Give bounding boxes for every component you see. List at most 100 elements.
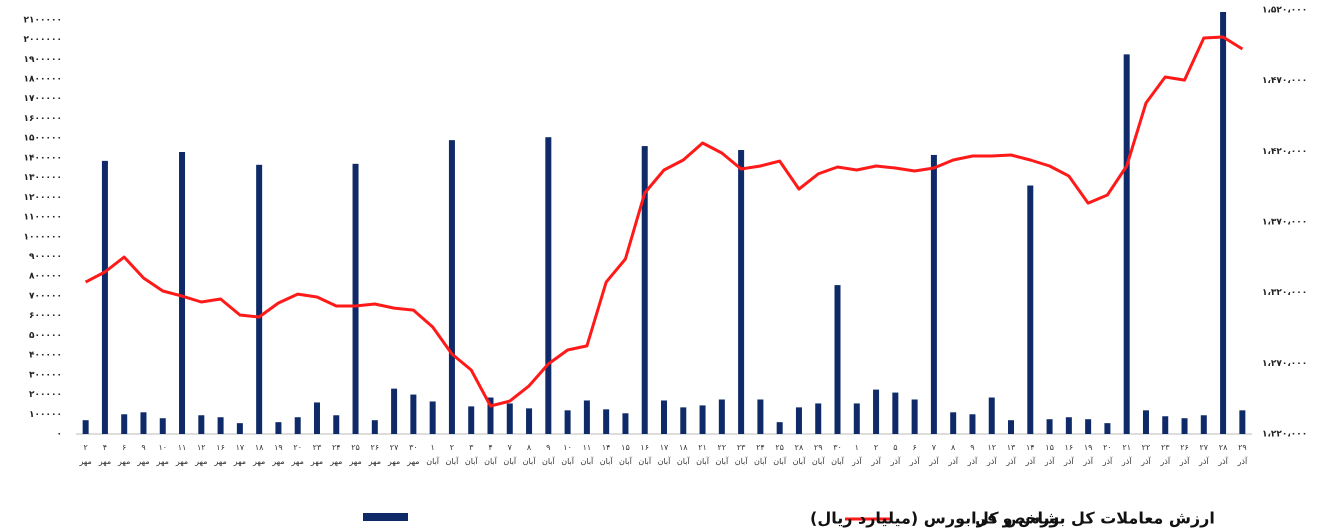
- bar: [911, 399, 918, 434]
- bar: [121, 414, 128, 434]
- x-tick-label: ۲۹ آبان: [812, 443, 826, 466]
- bar: [256, 164, 263, 434]
- bar: [873, 389, 880, 434]
- x-tick-label: ۶ آذر: [909, 443, 920, 466]
- x-tick-label: ۳ آبان: [465, 443, 479, 466]
- x-tick-label: ۱۲ آذر: [986, 443, 997, 466]
- x-tick-label: ۲۲ آبان: [715, 443, 729, 466]
- bar: [718, 399, 725, 434]
- y-tick-label: ۱۶۰۰۰۰۰: [24, 114, 62, 124]
- bar: [429, 401, 436, 434]
- x-tick-label: ۴ آبان: [484, 443, 498, 466]
- x-tick-label: ۱۶ آبان: [638, 443, 652, 466]
- x-tick-label: ۱۶ آذر: [1063, 443, 1074, 466]
- bar: [410, 394, 417, 434]
- bar: [371, 420, 378, 434]
- x-tick-label: ۷ آذر: [928, 443, 939, 466]
- bar: [661, 400, 667, 434]
- x-tick-label: ۱۸ مهر: [252, 443, 265, 466]
- x-tick-label: ۲۵ مهر: [348, 443, 361, 466]
- bar: [950, 412, 957, 434]
- x-tick-label: ۲۸ آبان: [793, 443, 807, 466]
- x-tick-label: ۱۰ مهر: [156, 443, 169, 466]
- y-tick-label: ۶۰۰۰۰۰: [29, 311, 62, 321]
- x-tick-label: ۲۷ آذر: [1198, 443, 1209, 466]
- bar: [853, 403, 860, 434]
- bar: [1123, 54, 1130, 434]
- y-tick-label: ۱۰۰۰۰۰: [29, 410, 62, 420]
- bar: [236, 423, 243, 434]
- y-tick-label: ۳۰۰۰۰۰: [29, 370, 62, 380]
- y-tick-label: ۲۰۰۰۰۰: [29, 390, 62, 400]
- bar: [487, 397, 494, 434]
- x-tick-label: ۲ آبان: [446, 443, 460, 466]
- bar: [892, 392, 899, 434]
- x-tick-label: ۱ آبان: [426, 443, 440, 466]
- bar: [1027, 185, 1034, 434]
- x-tick-label: ۹ آبان: [542, 443, 556, 466]
- legend-label: ارزش معاملات کل بورس و فرابورس (میلیارد …: [810, 509, 1215, 528]
- bar: [738, 150, 745, 434]
- x-tick-label: ۳۰ آبان: [831, 443, 845, 466]
- x-tick-label: ۱۸ آبان: [677, 443, 691, 466]
- bar: [1142, 410, 1149, 434]
- y2-tick-label: ۱،۲۷۰،۰۰۰: [1262, 359, 1307, 369]
- x-tick-label: ۱۴ آبان: [600, 443, 614, 466]
- x-tick-label: ۲۶ مهر: [368, 443, 381, 466]
- bar: [217, 417, 224, 434]
- bar: [294, 417, 301, 434]
- x-tick-label: ۱۲ مهر: [194, 443, 207, 466]
- bar: [159, 418, 166, 434]
- y2-tick-label: ۱،۴۲۰،۰۰۰: [1262, 147, 1307, 157]
- bar: [815, 403, 822, 434]
- bar: [795, 407, 802, 434]
- y-tick-label: ۸۰۰۰۰۰: [29, 272, 62, 282]
- x-tick-label: ۱۱ آبان: [581, 443, 595, 466]
- x-tick-label: ۱ آذر: [851, 443, 862, 466]
- y-tick-label: ۲۰۰۰۰۰۰: [24, 35, 62, 45]
- bar: [583, 400, 590, 434]
- y2-tick-label: ۱،۵۲۰،۰۰۰: [1262, 6, 1307, 16]
- bar: [82, 420, 89, 434]
- y-tick-label: ۱۸۰۰۰۰۰: [24, 75, 62, 85]
- y-tick-label: ۱۵۰۰۰۰۰: [24, 134, 62, 144]
- x-tick-label: ۲۶ آذر: [1179, 443, 1190, 466]
- bar: [757, 399, 764, 434]
- x-tick-label: ۶ مهر: [117, 443, 130, 466]
- bar: [1239, 410, 1246, 434]
- bar: [352, 163, 359, 435]
- x-tick-label: ۱۹ آذر: [1082, 443, 1093, 466]
- bar: [275, 422, 282, 434]
- x-tick-label: ۷ آبان: [503, 443, 517, 466]
- y-tick-label: ۲۱۰۰۰۰۰: [24, 15, 62, 25]
- x-tick-label: ۸ آبان: [523, 443, 537, 466]
- bar: [988, 397, 995, 434]
- x-tick-label: ۱۰ آبان: [561, 443, 575, 466]
- bar: [1162, 416, 1169, 434]
- bar: [776, 422, 783, 434]
- y-tick-label: ۱۰۰۰۰۰۰: [24, 232, 62, 242]
- bar: [1008, 420, 1015, 434]
- y-tick-label: ۱۹۰۰۰۰۰: [24, 55, 62, 65]
- bar: [834, 285, 841, 434]
- x-tick-label: ۱۳ آذر: [1005, 443, 1016, 466]
- bar: [448, 140, 455, 434]
- x-tick-label: ۲۵ آبان: [773, 443, 787, 466]
- y-tick-label: ۱۴۰۰۰۰۰: [24, 153, 62, 163]
- y-tick-label: ۱۷۰۰۰۰۰: [24, 94, 62, 104]
- bar: [313, 402, 320, 434]
- bar: [603, 409, 610, 434]
- x-tick-label: ۱۷ مهر: [233, 443, 246, 466]
- bar: [969, 414, 976, 434]
- y2-tick-label: ۱،۳۷۰،۰۰۰: [1262, 218, 1307, 228]
- bar: [333, 415, 340, 434]
- x-tick-label: ۲۸ آذر: [1217, 443, 1228, 466]
- y2-tick-label: ۱،۴۷۰،۰۰۰: [1262, 76, 1307, 86]
- bar: [1220, 11, 1227, 434]
- bar: [198, 415, 205, 434]
- x-tick-label: ۵ آذر: [890, 443, 901, 466]
- y-tick-label: ۱۱۰۰۰۰۰: [24, 213, 62, 223]
- bar: [391, 388, 398, 434]
- bar: [1200, 415, 1207, 434]
